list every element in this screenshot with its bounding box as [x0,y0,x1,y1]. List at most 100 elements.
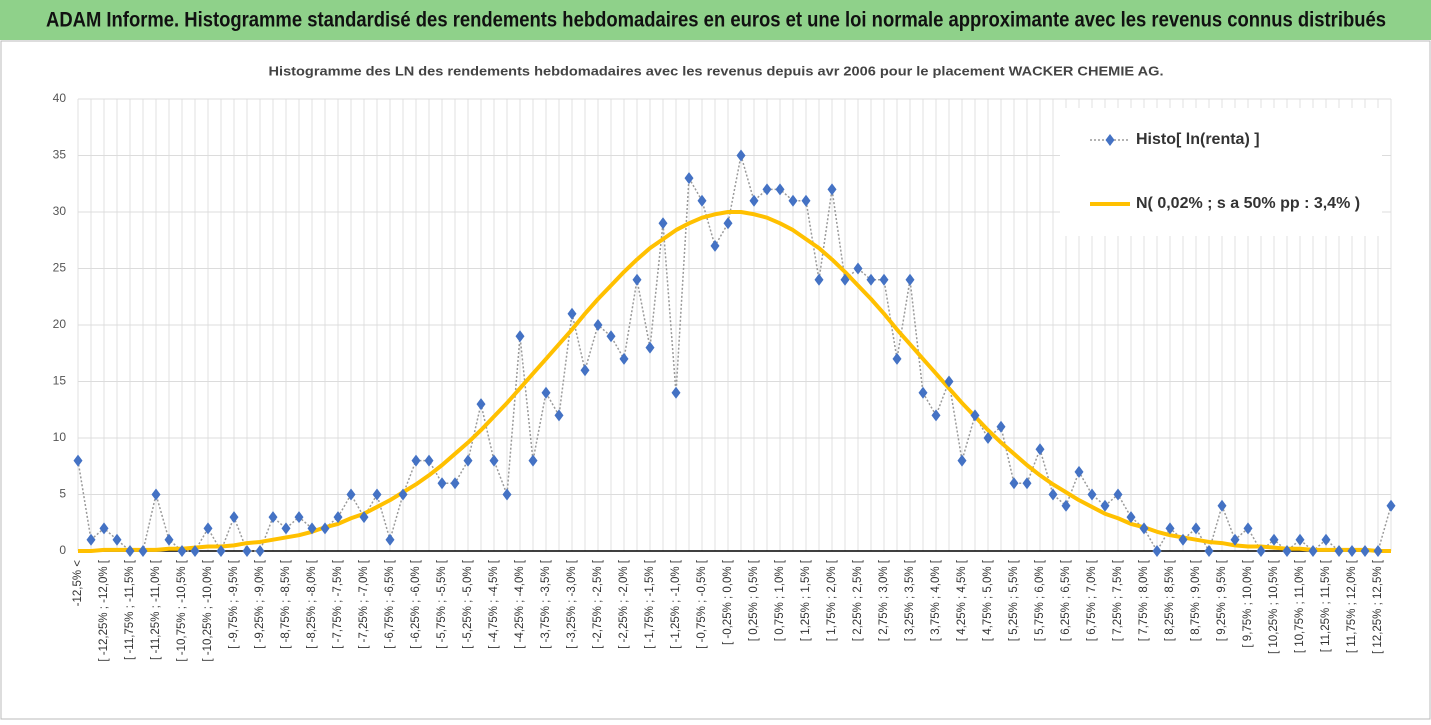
histogram-point [697,194,707,207]
histogram-point [957,454,967,467]
histogram-point [1152,545,1162,557]
x-tick-label: [ -3,75% ; -3,5% [ [540,559,552,649]
histogram-point [853,262,863,275]
histogram-point [385,533,395,546]
histogram-point [1048,488,1058,501]
x-tick-label: [ -7,25% ; -7,0% [ [358,559,370,649]
histogram-point [73,454,83,467]
y-tick-label: 40 [53,91,67,105]
histogram-point [1022,477,1032,490]
legend-label: N( 0,02% ; s a 50% pp : 3,4% ) [1136,195,1360,212]
histogram-point [307,522,317,535]
x-tick-label: [ -6,75% ; -6,5% [ [384,559,396,649]
x-tick-label: -12,5% < [72,560,84,607]
x-tick-label: [ 5,75% ; 6,0% [ [1034,559,1046,641]
x-tick-label: [ 4,75% ; 5,0% [ [982,559,994,641]
x-tick-label: [ 11,25% ; 11,5% [ [1320,559,1332,652]
histogram-point [502,488,512,501]
x-tick-label: [ -5,75% ; -5,5% [ [436,559,448,649]
x-tick-label: [ 2,25% ; 2,5% [ [852,559,864,641]
histogram-point [1373,545,1383,557]
histogram-point [138,545,148,557]
x-tick-label: [ 10,25% ; 10,5% [ [1268,559,1280,654]
histogram-point [164,533,174,546]
histogram-point [515,330,525,343]
histogram-point [1321,533,1331,546]
histogram-point [1074,465,1084,478]
histogram-point [827,183,837,196]
histogram-point [229,511,239,524]
x-tick-label: [ 11,75% ; 12,0% [ [1346,559,1358,653]
histogram-point [1087,488,1097,501]
histogram-point [1347,545,1357,557]
histogram-point [437,477,447,490]
x-tick-label: [ -1,75% ; -1,5% [ [644,559,656,649]
chart-title: Histogramme des LN des rendements hebdom… [269,63,1164,78]
x-tick-label: [ 6,75% ; 7,0% [ [1086,559,1098,641]
x-tick-label: [ -8,25% ; -8,0% [ [306,559,318,649]
histogram-point [151,488,161,501]
histogram-point [567,307,577,320]
histogram-point [996,420,1006,433]
histogram-point [658,217,668,230]
normal-curve [78,210,1391,553]
histogram-point [476,398,486,411]
histogram-point [320,522,330,535]
histogram-point [177,545,187,557]
histogram-point [294,511,304,524]
x-tick-label: [ 10,75% ; 11,0% [ [1294,559,1306,653]
y-tick-label: 5 [59,487,66,501]
x-tick-label: [ 1,75% ; 2,0% [ [826,559,838,641]
histogram-point [424,454,434,467]
page-title: ADAM Informe. Histogramme standardisé de… [46,9,1386,32]
histogram-point [983,432,993,444]
histogram-point [528,454,538,467]
histogram-point [775,183,785,196]
histogram-point [86,533,96,546]
x-tick-label: [ -6,25% ; -6,0% [ [410,559,422,649]
x-tick-label: [ -9,25% ; -9,0% [ [254,559,266,649]
histogram-point [489,454,499,467]
histogram-point [125,545,135,557]
histogram-point [684,172,694,185]
histogram-point [645,341,655,354]
histogram-point [411,454,421,467]
histogram-point [1269,533,1279,546]
histogram-point [1139,522,1149,535]
histogram-point [801,194,811,207]
histogram-point [1230,533,1240,546]
histogram-point [1295,533,1305,546]
histogram-point [1308,545,1318,557]
legend-label: Histo[ ln(renta) ] [1136,131,1260,148]
x-tick-label: [ -1,25% ; -1,0% [ [670,559,682,649]
x-tick-label: [ 0,75% ; 1,0% [ [774,559,786,641]
histogram-point [1204,545,1214,557]
histogram-point [1243,522,1253,535]
histogram-point [554,409,564,422]
histogram-point [905,273,915,286]
y-tick-label: 15 [53,374,67,388]
histogram-point [372,488,382,501]
histogram-point [1009,477,1019,490]
x-tick-label: [ -4,75% ; -4,5% [ [488,559,500,649]
histogram-point [1334,545,1344,557]
x-tick-label: [ -11,75% ; -11,5% [ [124,559,136,660]
histogram-point [632,273,642,286]
y-tick-label: 20 [53,317,67,331]
histogram-point [1282,545,1292,557]
histogram-point [190,545,200,557]
title-bar [0,0,1431,40]
histogram-point [1217,499,1227,512]
histogram-point [1126,511,1136,524]
x-tick-label: [ 7,25% ; 7,5% [ [1112,559,1124,641]
histogram-point [788,194,798,207]
y-tick-label: 25 [53,261,67,275]
x-tick-label: [ 6,25% ; 6,5% [ [1060,559,1072,641]
x-tick-label: [ -11,25% ; -11,0% [ [150,559,162,660]
histogram-point [814,273,824,286]
x-tick-label: [ 7,75% ; 8,0% [ [1138,559,1150,641]
histogram-point [541,386,551,399]
histogram-point [723,217,733,230]
histogram-point [593,319,603,331]
